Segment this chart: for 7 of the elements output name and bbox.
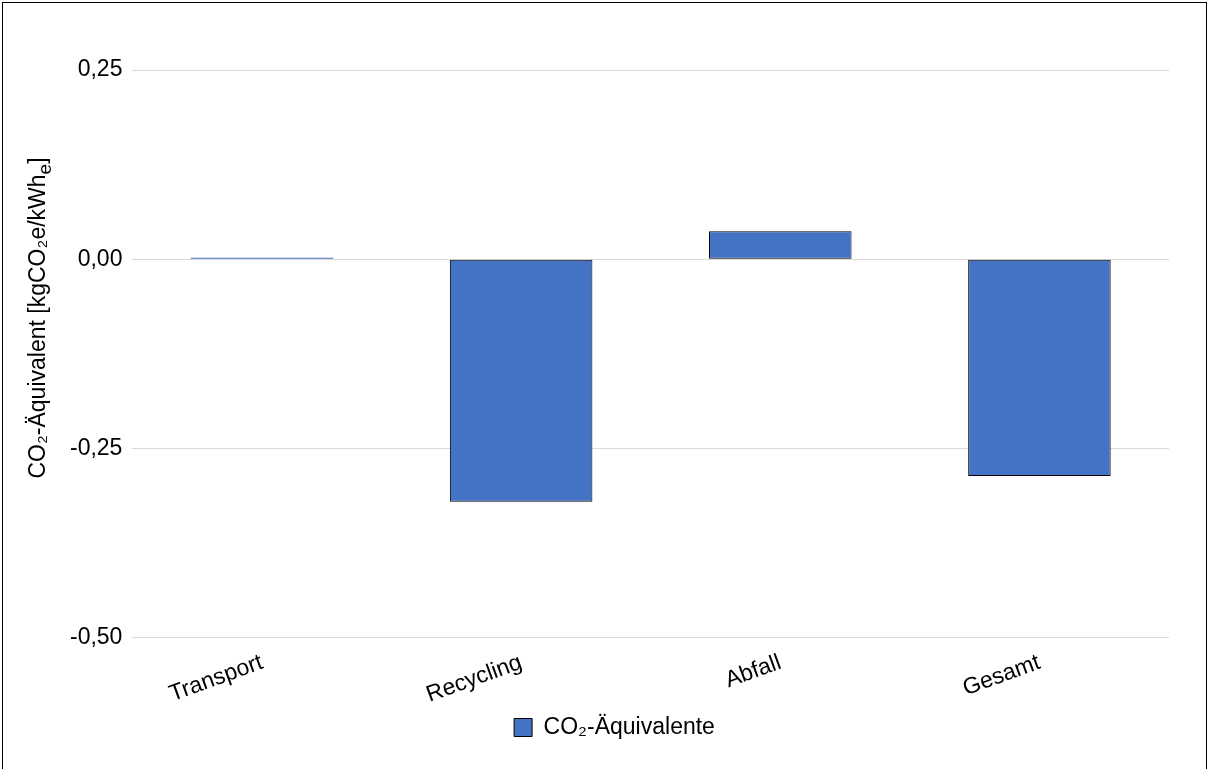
y-tick-label: 0,00 (77, 244, 123, 271)
y-tick-label: -0,50 (69, 623, 123, 650)
y-tick-label: 0,25 (77, 55, 123, 82)
x-tick-label: Abfall (721, 648, 785, 693)
x-tick-label: Gesamt (958, 647, 1044, 701)
y-tick-label: -0,25 (69, 433, 123, 460)
legend-label: CO₂-Äquivalente (543, 712, 715, 739)
